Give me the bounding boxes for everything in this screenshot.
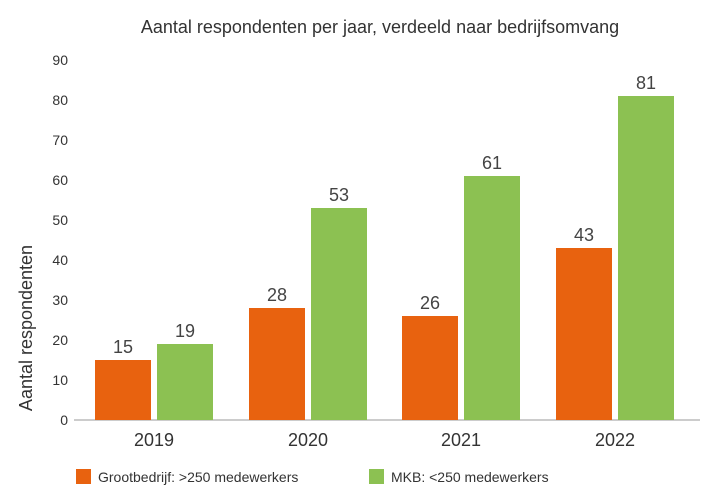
- bar-grootbedrijf-2019: [95, 360, 151, 420]
- data-label: 26: [420, 293, 440, 313]
- x-tick-label: 2020: [288, 430, 328, 450]
- y-tick-label: 50: [52, 212, 68, 228]
- x-tick-label: 2021: [441, 430, 481, 450]
- legend-label: Grootbedrijf: >250 medewerkers: [98, 469, 298, 485]
- bars: 15 19 28 53 26 61 43 81: [95, 73, 674, 420]
- y-tick-label: 70: [52, 132, 68, 148]
- data-label: 28: [267, 285, 287, 305]
- data-label: 81: [636, 73, 656, 93]
- bar-mkb-2019: [157, 344, 213, 420]
- y-tick-label: 80: [52, 92, 68, 108]
- bar-grootbedrijf-2022: [556, 248, 612, 420]
- y-tick-label: 0: [60, 412, 68, 428]
- y-tick-label: 90: [52, 52, 68, 68]
- data-label: 61: [482, 153, 502, 173]
- chart-title: Aantal respondenten per jaar, verdeeld n…: [141, 17, 619, 37]
- y-axis-ticks: 0 10 20 30 40 50 60 70 80 90: [52, 52, 68, 428]
- y-axis-label: Aantal respondenten: [16, 245, 36, 411]
- y-tick-label: 10: [52, 372, 68, 388]
- y-tick-label: 20: [52, 332, 68, 348]
- x-tick-label: 2019: [134, 430, 174, 450]
- data-label: 19: [175, 321, 195, 341]
- legend-label: MKB: <250 medewerkers: [391, 469, 549, 485]
- legend-swatch: [369, 469, 384, 484]
- x-axis-ticks: 2019 2020 2021 2022: [134, 430, 635, 450]
- y-tick-label: 40: [52, 252, 68, 268]
- bar-mkb-2021: [464, 176, 520, 420]
- bar-mkb-2020: [311, 208, 367, 420]
- legend-swatch: [76, 469, 91, 484]
- data-label: 53: [329, 185, 349, 205]
- bar-grootbedrijf-2021: [402, 316, 458, 420]
- y-tick-label: 30: [52, 292, 68, 308]
- bar-grootbedrijf-2020: [249, 308, 305, 420]
- legend: Grootbedrijf: >250 medewerkers MKB: <250 …: [76, 469, 549, 485]
- data-label: 43: [574, 225, 594, 245]
- y-tick-label: 60: [52, 172, 68, 188]
- x-tick-label: 2022: [595, 430, 635, 450]
- data-label: 15: [113, 337, 133, 357]
- bar-mkb-2022: [618, 96, 674, 420]
